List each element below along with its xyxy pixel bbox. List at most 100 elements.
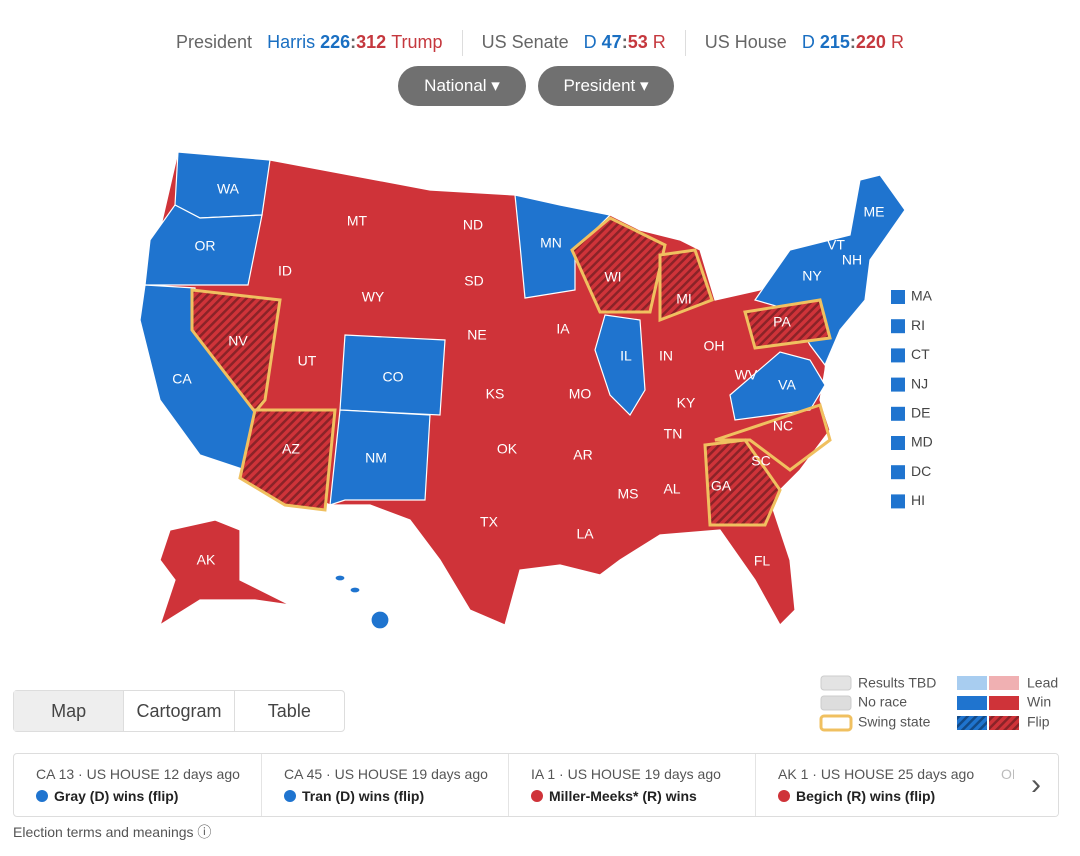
office: US HOUSE [334, 766, 408, 782]
state-label: FL [754, 553, 771, 569]
votes: 312 [356, 31, 387, 52]
state-swatch [891, 377, 905, 392]
result-text: Tran (D) wins (flip) [302, 788, 425, 804]
state-label: PA [773, 314, 791, 330]
next-button[interactable]: › [1014, 754, 1058, 816]
legend-label: No race [858, 694, 907, 710]
sep: : [621, 31, 628, 52]
result-text: Begich (R) wins (flip) [796, 788, 936, 804]
state-label: CA [172, 371, 192, 387]
state-swatch [891, 465, 905, 480]
state-label: MS [618, 486, 639, 502]
footer-link: Election terms and meanings [13, 824, 194, 840]
legend-label: Results TBD [858, 675, 936, 691]
news-card[interactable]: AK 1 · US HOUSE 25 days ago Begich (R) wi… [755, 754, 1003, 816]
state-label: MN [540, 235, 562, 251]
tab[interactable]: Table [267, 701, 311, 721]
cand: Trump [391, 31, 443, 52]
state-label: OR [195, 238, 216, 254]
dropdown-label: National [424, 76, 487, 95]
state-label: VA [778, 377, 796, 393]
race: CA 45 [284, 766, 323, 782]
state-label: MA [911, 288, 933, 304]
state-swatch [891, 319, 905, 334]
state-label: NV [228, 333, 248, 349]
state-label: KY [677, 395, 696, 411]
legend-label: Win [1027, 694, 1051, 710]
state-label: OK [497, 441, 518, 457]
race: AK 1 [778, 766, 809, 782]
state-label: MT [347, 213, 368, 229]
state-swatch [891, 348, 905, 363]
race-line: AK 1 · US HOUSE 25 days ago [778, 766, 974, 782]
separator: · [326, 766, 331, 782]
legend-label: Lead [1027, 675, 1058, 691]
state-label: GA [711, 478, 732, 494]
party-dot [284, 790, 296, 802]
separator: · [78, 766, 83, 782]
state-swatch [891, 436, 905, 450]
news-card[interactable]: IA 1 · US HOUSE 19 days ago Miller-Meeks*… [508, 754, 756, 816]
legend-label: Swing state [858, 714, 931, 730]
time: 25 days ago [897, 766, 975, 782]
state-label: CO [383, 369, 404, 385]
tab[interactable]: Map [14, 691, 125, 731]
state-label: SD [464, 273, 483, 289]
states [139, 151, 906, 630]
cand: Harris [267, 31, 316, 52]
state-labels: WA OR CA NV ID MT WY UT CO AZ NM ND SD N… [172, 181, 884, 569]
state-label: NJ [911, 375, 928, 391]
result-text: Gray (D) wins (flip) [54, 788, 179, 804]
dropdown[interactable]: National ▾ [398, 66, 526, 106]
result-text: Miller-Meeks* (R) wins [549, 788, 697, 804]
party-dot [778, 790, 790, 802]
party: R [890, 31, 904, 52]
state-label: IA [556, 321, 570, 337]
dropdown[interactable]: President ▾ [538, 66, 674, 106]
seats: 215 [819, 31, 850, 52]
result: Gray (D) wins (flip) [36, 788, 178, 804]
party: D [801, 31, 815, 52]
news-card[interactable]: CA 45 · US HOUSE 19 days ago Tran (D) win… [261, 754, 509, 816]
state-label: AR [573, 447, 592, 463]
map: WA OR CA NV ID MT WY UT CO AZ NM ND SD N… [139, 151, 933, 630]
result: Miller-Meeks* (R) wins [531, 788, 697, 804]
seats: 220 [855, 31, 886, 52]
party-dot [36, 790, 48, 802]
party-dot [531, 790, 543, 802]
office: US HOUSE [567, 766, 641, 782]
result: Tran (D) wins (flip) [284, 788, 424, 804]
legend-label: Flip [1027, 714, 1050, 730]
state-label: TN [664, 426, 683, 442]
state-label: HI [911, 492, 925, 508]
race: CA 13 [36, 766, 75, 782]
office: US HOUSE [86, 766, 160, 782]
party: R [652, 31, 666, 52]
state-label: CT [911, 346, 930, 362]
state-label: UT [298, 353, 317, 369]
office: US HOUSE [820, 766, 894, 782]
state-label: WA [217, 181, 240, 197]
dropdown-label: President [563, 76, 636, 95]
state-label: NC [773, 418, 793, 434]
state-label: NH [842, 252, 862, 268]
state-label: MO [569, 386, 592, 402]
state-label: ME [864, 204, 885, 220]
state-label: NY [802, 268, 822, 284]
tab[interactable]: Cartogram [124, 691, 235, 731]
separator: · [559, 766, 564, 782]
small-states: MA RI CT NJ DE MD DC HI [891, 288, 933, 509]
footer[interactable]: Election terms and meanings ⓘ [13, 824, 212, 840]
label: US House [704, 31, 787, 52]
state-label: ID [278, 263, 292, 279]
news-card[interactable]: CA 13 · US HOUSE 12 days ago Gray (D) win… [14, 754, 261, 816]
state-swatch [891, 406, 905, 421]
sep: : [350, 31, 357, 52]
state-label: DE [911, 405, 930, 421]
seats: 53 [627, 31, 648, 52]
state-label: ND [463, 217, 483, 233]
result: Begich (R) wins (flip) [778, 788, 935, 804]
state-label: IL [620, 348, 632, 364]
label: President [176, 31, 253, 52]
time: 19 days ago [411, 766, 488, 782]
